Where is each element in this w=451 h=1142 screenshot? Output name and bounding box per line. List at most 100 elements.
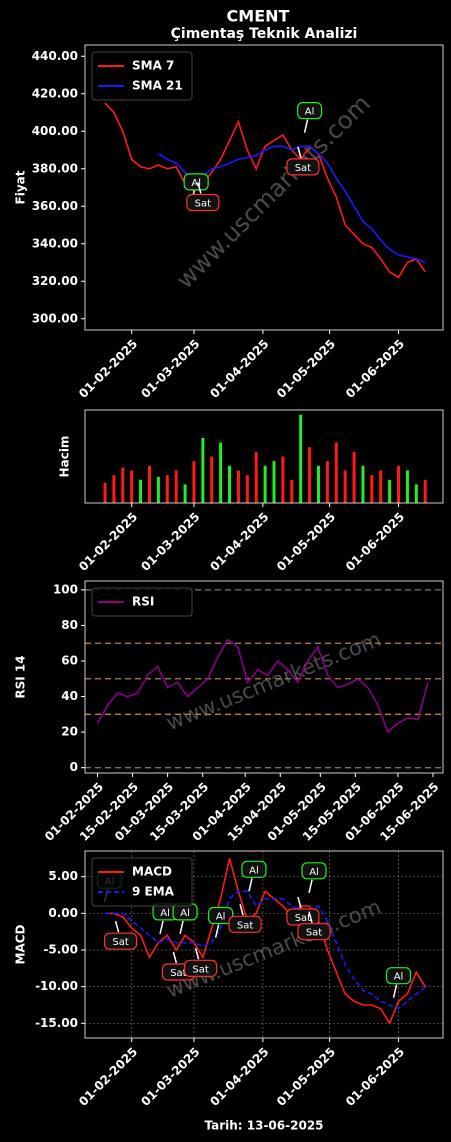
- series-line: [105, 890, 426, 1010]
- annotation-label: Al: [160, 908, 170, 919]
- volume-bar: [290, 479, 294, 503]
- y-axis-label: Hacim: [58, 436, 72, 478]
- y-axis-label: MACD: [14, 924, 28, 964]
- y-tick-label: 20: [61, 725, 78, 739]
- annotation-arrow: [297, 146, 302, 159]
- annotation-box: [385, 967, 412, 985]
- volume-bar: [281, 456, 285, 503]
- volume-bar: [397, 465, 401, 503]
- annotation-box: [301, 862, 327, 880]
- plot-frame: [84, 580, 444, 774]
- annotation-label: Al: [249, 865, 259, 876]
- y-tick-label: 380.00: [32, 161, 78, 175]
- volume-bar: [165, 475, 169, 503]
- y-axis-label: Fiyat: [14, 170, 28, 204]
- volume-bar: [147, 465, 151, 503]
- annotation-arrow: [159, 920, 164, 935]
- annotation-box: [208, 906, 234, 925]
- y-tick-label: 0.00: [48, 906, 78, 920]
- y-tick-label: 60: [61, 654, 78, 668]
- y-tick-label: 100: [53, 582, 78, 596]
- y-tick-label: 0: [70, 760, 78, 774]
- plot-area: [85, 410, 443, 503]
- y-tick-label: 440.00: [32, 49, 78, 63]
- annotation-label: Sat: [192, 964, 208, 975]
- annotation-label: Al: [191, 178, 201, 189]
- volume-bar: [299, 414, 303, 503]
- series-line: [105, 858, 426, 1026]
- volume-bar: [254, 451, 258, 503]
- volume-bar: [183, 484, 187, 503]
- volume-bar: [352, 451, 356, 503]
- volume-bar: [174, 470, 178, 503]
- annotation-label: Sat: [295, 913, 311, 924]
- plot-frame: [84, 850, 444, 1039]
- volume-bar: [121, 467, 125, 503]
- y-tick-label: 420.00: [32, 86, 78, 100]
- volume-bar: [379, 470, 383, 503]
- annotation-label: Al: [309, 867, 319, 878]
- volume-bar: [210, 456, 214, 503]
- y-tick-label: -15.00: [35, 1016, 78, 1030]
- volume-bar: [130, 470, 134, 503]
- volume-bar: [156, 476, 160, 503]
- legend-box: [91, 51, 193, 101]
- plot-frame: [84, 409, 444, 504]
- y-tick-label: 400.00: [32, 124, 78, 138]
- volume-bar: [236, 470, 240, 503]
- volume-bar: [423, 479, 427, 503]
- legend-label: RSI: [132, 595, 154, 609]
- suptitle: CMENT: [227, 7, 290, 26]
- annotation-box: [286, 158, 320, 176]
- legend-box: [91, 857, 193, 907]
- volume-bar: [361, 465, 365, 503]
- volume-bar: [272, 461, 276, 503]
- annotation-arrow: [308, 911, 313, 923]
- y-axis-label: RSI 14: [14, 655, 28, 698]
- y-tick-label: 40: [61, 689, 78, 703]
- legend-label: SMA 7: [132, 59, 174, 73]
- y-tick-label: -5.00: [43, 943, 78, 957]
- annotation-arrow: [114, 921, 120, 933]
- volume-bar: [112, 475, 116, 503]
- annotation-label: Al: [180, 908, 190, 919]
- volume-bar: [414, 484, 418, 503]
- volume-bar: [103, 482, 107, 503]
- annotation-arrow: [172, 951, 178, 964]
- annotation-box: [184, 959, 218, 977]
- annotation-box: [297, 923, 331, 941]
- volume-bar: [388, 479, 392, 503]
- annotation-arrow: [392, 984, 398, 998]
- volume-bar: [192, 461, 196, 503]
- annotation-label: Sat: [306, 928, 322, 939]
- series-line: [104, 102, 426, 279]
- annotation-arrow: [214, 924, 220, 938]
- y-tick-label: 5.00: [48, 869, 78, 883]
- legend-box: [91, 587, 193, 617]
- annotation-label: Sat: [112, 937, 128, 948]
- annotation-arrow: [239, 904, 244, 916]
- y-tick-label: -10.00: [35, 979, 78, 993]
- volume-bar: [308, 447, 312, 503]
- volume-bar: [316, 465, 320, 503]
- annotation-box: [183, 173, 209, 191]
- volume-bar: [405, 470, 409, 503]
- annotation-label: Sat: [237, 920, 253, 931]
- y-tick-label: 360.00: [32, 199, 78, 213]
- annotation-box: [186, 193, 220, 212]
- annotation-label: Sat: [170, 968, 186, 979]
- annotation-arrow: [248, 878, 253, 892]
- annotation-arrow: [197, 182, 202, 194]
- legend-label: MACD: [132, 865, 172, 879]
- annotation-box: [228, 915, 262, 933]
- annotation-label: Al: [216, 912, 226, 923]
- annotation-label: Sat: [195, 199, 211, 210]
- y-tick-label: 80: [61, 618, 78, 632]
- y-tick-label: 300.00: [32, 311, 78, 325]
- annotation-box: [296, 102, 323, 120]
- volume-bar: [263, 465, 267, 503]
- series-line: [96, 638, 429, 734]
- annotation-arrow: [303, 119, 309, 133]
- annotation-box: [241, 860, 267, 878]
- volume-bar: [139, 479, 143, 503]
